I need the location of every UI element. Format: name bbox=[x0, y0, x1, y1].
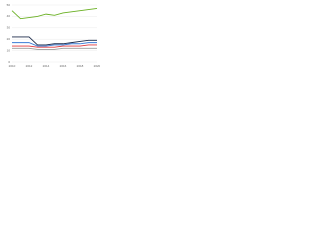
y-tick-label: 30 bbox=[7, 26, 11, 30]
x-tick-label: 2020 bbox=[94, 64, 100, 68]
y-tick-label: 0 bbox=[8, 60, 10, 64]
y-tick-label: 10 bbox=[7, 48, 11, 52]
series-line bbox=[12, 44, 97, 48]
x-tick-label: 2018 bbox=[77, 64, 84, 68]
x-tick-label: 2016 bbox=[60, 64, 67, 68]
y-tick-label: 20 bbox=[7, 37, 11, 41]
x-tick-label: 2010 bbox=[9, 64, 16, 68]
page: {"chart_data":{"type":"line","x":[2010,2… bbox=[0, 0, 101, 71]
chart: 0 10 20 30 40 50 2010 2012 2014 2016 2018 2020 bbox=[7, 3, 101, 68]
series-line bbox=[12, 47, 97, 50]
y-tick-label: 40 bbox=[7, 14, 11, 18]
x-tick-label: 2012 bbox=[26, 64, 33, 68]
x-tick-label: 2014 bbox=[43, 64, 50, 68]
series-line bbox=[11, 7, 98, 20]
series-line bbox=[12, 42, 97, 47]
series-line bbox=[12, 36, 97, 46]
y-tick-label: 50 bbox=[7, 3, 11, 7]
